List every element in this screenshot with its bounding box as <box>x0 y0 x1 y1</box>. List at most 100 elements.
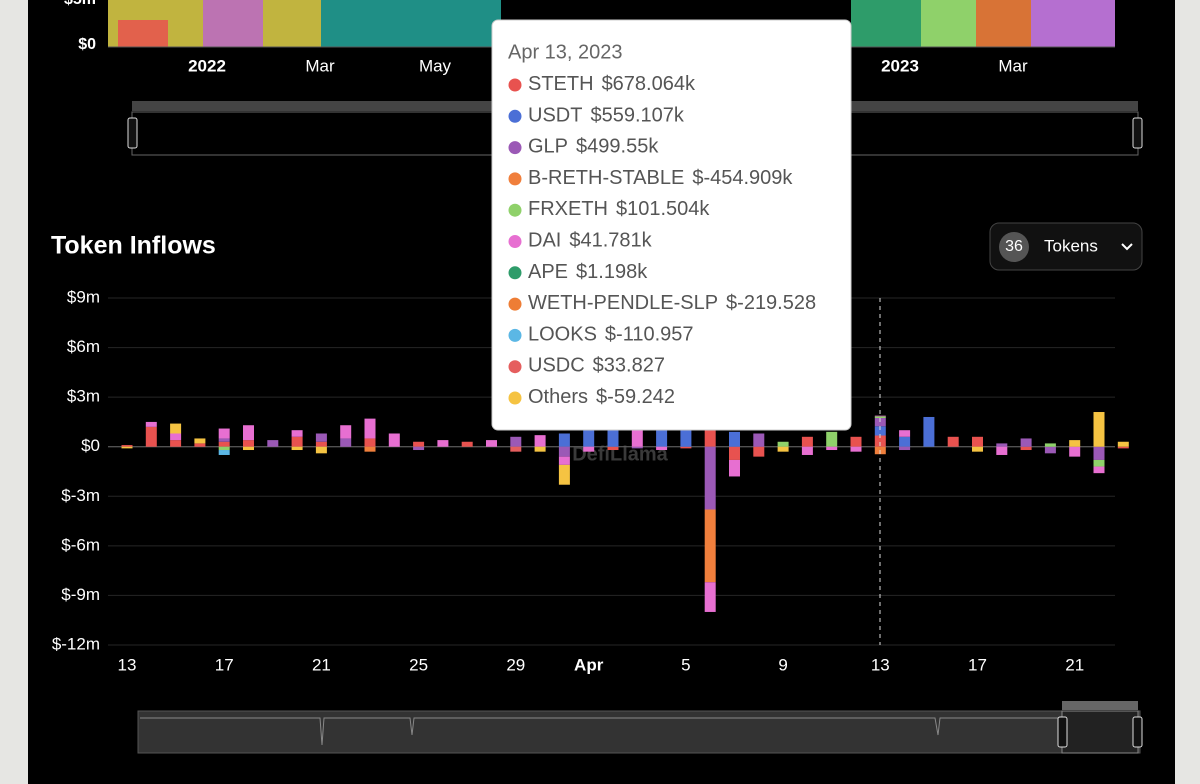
series-name: USDT <box>528 105 582 127</box>
series-name: USDC <box>528 355 585 377</box>
tooltip-row: USDC $33.827 <box>528 355 665 377</box>
tokens-button[interactable]: 36 Tokens <box>989 222 1143 271</box>
tooltip-row: USDT $559.107k <box>528 105 685 127</box>
tooltip-row: GLP $499.55k <box>528 136 659 158</box>
bar-segment <box>194 443 206 447</box>
slider-window[interactable] <box>1061 710 1139 754</box>
bottom-slider[interactable] <box>137 710 1141 754</box>
legend-dot <box>508 328 522 342</box>
bar-segment <box>1069 446 1081 457</box>
bar-segment <box>947 436 959 447</box>
bar-segment <box>534 446 546 452</box>
value-label: $-219.528 <box>726 292 816 314</box>
bar-segment <box>121 446 133 449</box>
bar-segment <box>899 446 911 451</box>
y-tick-label: $0 <box>81 436 100 455</box>
bar-segment <box>583 446 595 452</box>
bar-segment <box>170 423 182 434</box>
bar-segment <box>145 421 157 427</box>
bar-segment <box>486 440 497 447</box>
bar-segment <box>631 430 643 447</box>
token-count: 36 <box>1005 238 1023 255</box>
tooltip-row: WETH-PENDLE-SLP $-219.528 <box>528 292 816 314</box>
bar-segment <box>1044 446 1056 454</box>
bar-segment <box>413 446 425 451</box>
chevron <box>1121 243 1133 251</box>
series-name: GLP <box>528 136 568 158</box>
legend-dot <box>508 266 522 280</box>
bar-segment <box>923 416 935 447</box>
bar-segment <box>607 430 619 447</box>
top-x-label: Mar <box>998 56 1028 75</box>
legend-dot <box>508 172 522 186</box>
bar-segment <box>364 446 376 452</box>
bar-segment <box>510 436 522 447</box>
bar-segment <box>704 582 716 612</box>
tooltip-row: APE $1.198k <box>528 261 648 283</box>
y-tick-label: $-6m <box>61 535 100 554</box>
slider-handle[interactable] <box>127 117 138 149</box>
bar-segment <box>826 446 838 451</box>
bar-segment <box>1093 466 1105 474</box>
bar-segment <box>729 446 740 460</box>
value-label: $-454.909k <box>692 167 793 189</box>
bar-segment <box>315 441 327 447</box>
slider-handle[interactable] <box>1132 117 1143 149</box>
bar-segment <box>729 431 740 447</box>
bar-segment <box>996 446 1008 455</box>
tooltip-row: DAI $41.781k <box>528 230 653 252</box>
bar-segment <box>850 436 862 447</box>
legend-dot <box>508 235 522 248</box>
series-name: B-RETH-STABLE <box>528 167 684 189</box>
value-label: $499.55k <box>576 136 659 158</box>
slider-grip[interactable] <box>1062 701 1138 710</box>
bar-segment <box>1020 446 1032 451</box>
slider-preview <box>140 717 1060 746</box>
slider-handle[interactable] <box>1057 716 1068 748</box>
bar-segment <box>340 425 352 439</box>
bar-segment <box>704 509 716 583</box>
bar-segment <box>631 446 643 449</box>
y-tick-label: $3m <box>67 387 100 406</box>
value-label: $1.198k <box>576 261 648 283</box>
bar-segment <box>874 435 886 447</box>
button-label[interactable]: Tokens <box>1044 236 1098 255</box>
tooltip-title: Apr 13, 2023 <box>508 41 623 63</box>
bar-segment <box>850 446 862 452</box>
bar-segment <box>607 446 619 451</box>
legend-dot <box>508 109 522 123</box>
bar-segment <box>170 440 182 447</box>
x-tick-label: 13 <box>871 655 890 674</box>
bar-segment <box>680 430 692 447</box>
bar-segment <box>680 446 692 449</box>
bar-segment <box>558 456 570 465</box>
bar-segment <box>1020 438 1032 447</box>
x-tick-label: 9 <box>778 655 787 674</box>
x-tick-label: 21 <box>1065 655 1084 674</box>
legend-dot <box>508 78 522 92</box>
bar-segment <box>753 433 765 447</box>
tooltip: Apr 13, 2023 STETH $678.064k USDT $559.107k… <box>491 19 852 431</box>
top-x-label: May <box>419 56 452 75</box>
legend-dot <box>508 297 522 311</box>
legend-dot <box>508 360 522 374</box>
y-tick-label: $9m <box>67 287 100 306</box>
bar-segment <box>972 436 983 447</box>
watermark: DefiLlama <box>572 443 668 465</box>
bar-segment <box>996 443 1008 447</box>
button-frame[interactable] <box>989 222 1143 271</box>
x-tick-label: 21 <box>312 655 331 674</box>
bar-segment <box>558 446 570 457</box>
slider-handle[interactable] <box>1132 716 1143 748</box>
y-tick-label: $-12m <box>52 634 100 653</box>
x-tick-label: 17 <box>968 655 987 674</box>
bar-segment <box>899 436 911 447</box>
series-name: FRXETH <box>528 198 608 220</box>
bar-segment <box>388 433 400 447</box>
bar-segment <box>243 425 254 441</box>
top-x-label: 2023 <box>881 56 919 75</box>
bar-segment <box>899 430 911 437</box>
bar-segment <box>1117 441 1129 447</box>
